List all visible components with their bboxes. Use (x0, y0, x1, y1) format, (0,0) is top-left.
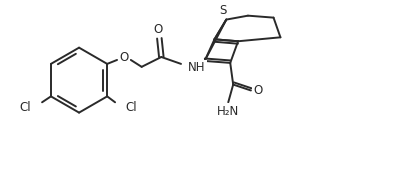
Text: Cl: Cl (125, 101, 136, 114)
Text: H₂N: H₂N (217, 105, 239, 118)
Text: NH: NH (188, 61, 206, 74)
Text: O: O (154, 23, 163, 36)
Text: O: O (119, 50, 128, 64)
Text: S: S (220, 4, 227, 17)
Text: O: O (253, 84, 262, 97)
Text: Cl: Cl (20, 101, 31, 114)
